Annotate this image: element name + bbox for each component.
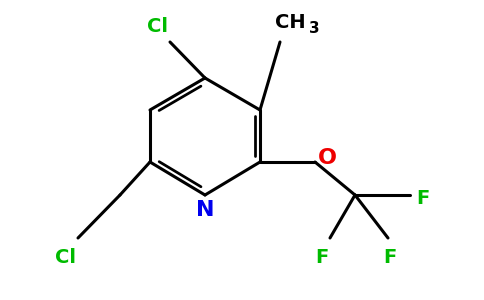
Text: N: N [196, 200, 214, 220]
Text: Cl: Cl [55, 248, 76, 267]
Text: F: F [416, 188, 429, 208]
Text: Cl: Cl [148, 17, 168, 36]
Text: 3: 3 [309, 21, 319, 36]
Text: CH: CH [275, 13, 305, 32]
Text: O: O [318, 148, 337, 168]
Text: F: F [316, 248, 329, 267]
Text: F: F [383, 248, 396, 267]
